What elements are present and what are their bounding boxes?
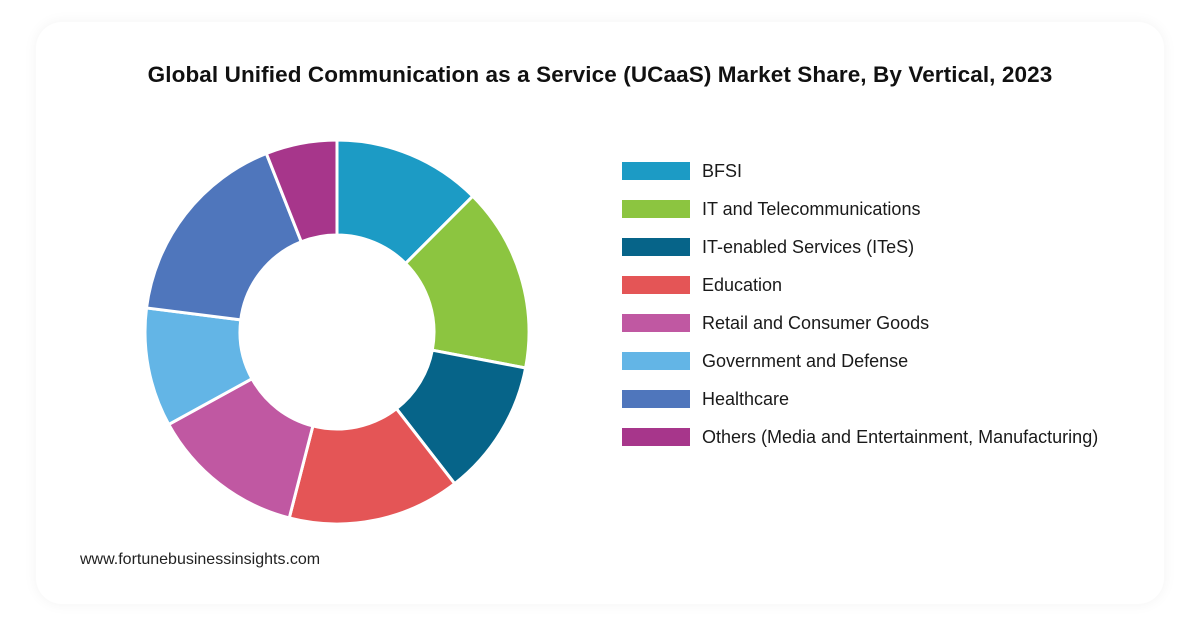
legend-label: Government and Defense [702, 350, 909, 371]
legend-item-it-enabled-services-ites: IT-enabled Services (ITeS) [622, 228, 1098, 266]
legend-label: Education [702, 274, 783, 295]
slice-healthcare [145, 151, 303, 322]
chart-legend: BFSI IT and Telecommunications IT-enabled … [622, 152, 1098, 456]
legend-item-government-and-defense: Government and Defense [622, 342, 1098, 380]
slice-it-and-telecommunications [404, 194, 531, 370]
legend-swatch [622, 352, 690, 370]
legend-swatch [622, 238, 690, 256]
legend-swatch [622, 428, 690, 446]
legend-swatch [622, 314, 690, 332]
slice-education [287, 407, 457, 526]
legend-label: Others (Media and Entertainment, Manufac… [702, 426, 1099, 447]
legend-item-healthcare: Healthcare [622, 380, 1098, 418]
legend-swatch [622, 276, 690, 294]
legend-label: BFSI [702, 160, 743, 181]
source-label: www.fortunebusinessinsights.com [80, 551, 321, 568]
legend-swatch [622, 200, 690, 218]
slice-others-media-and-entertainment-manufacturing [264, 138, 339, 244]
legend-item-bfsi: BFSI [622, 152, 1098, 190]
legend-label: IT and Telecommunications [702, 198, 921, 219]
legend-label: IT-enabled Services (ITeS) [702, 236, 915, 257]
legend-item-it-and-telecommunications: IT and Telecommunications [622, 190, 1098, 228]
legend-label: Retail and Consumer Goods [702, 312, 930, 333]
legend-label: Healthcare [702, 388, 790, 409]
legend-swatch [622, 162, 690, 180]
chart-title: Global Unified Communication as a Servic… [147, 62, 1053, 87]
legend-swatch [622, 390, 690, 408]
legend-item-others-media-and-entertainment-manufacturing: Others (Media and Entertainment, Manufac… [622, 418, 1098, 456]
legend-item-education: Education [622, 266, 1098, 304]
legend-item-retail-and-consumer-goods: Retail and Consumer Goods [622, 304, 1098, 342]
